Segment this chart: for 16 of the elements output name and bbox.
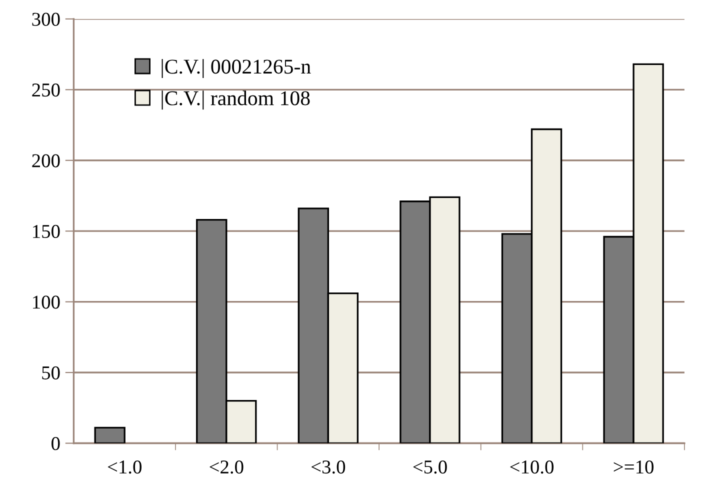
y-tick-label: 250 bbox=[32, 83, 60, 97]
legend-label: |C.V.| random 108 bbox=[162, 90, 310, 110]
y-tick-label: 100 bbox=[33, 296, 60, 309]
x-tick-label: <10.0 bbox=[510, 460, 554, 474]
y-tick-label: 50 bbox=[42, 366, 60, 380]
x-tick-label: <3.0 bbox=[312, 460, 346, 474]
y-tick-label: 0 bbox=[52, 437, 60, 450]
y-tick-label: 150 bbox=[33, 224, 60, 238]
x-tick-label: <2.0 bbox=[210, 460, 244, 474]
y-tick-label: 200 bbox=[32, 154, 60, 168]
x-tick-label: >=10 bbox=[614, 460, 654, 474]
legend-label: |C.V.| 00021265-n bbox=[162, 59, 311, 78]
bar bbox=[94, 426, 126, 444]
y-tick-label: 300 bbox=[32, 12, 60, 26]
x-tick-label: <5.0 bbox=[413, 460, 447, 474]
x-tick-label: <1.0 bbox=[108, 460, 142, 474]
